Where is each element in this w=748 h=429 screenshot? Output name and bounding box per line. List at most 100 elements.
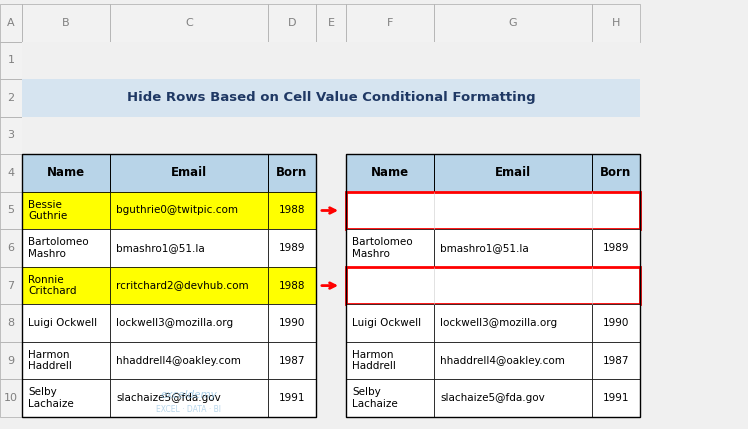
Bar [0,4,22,42]
Bar [268,267,316,304]
Text: Born: Born [601,166,631,179]
Text: EXCEL · DATA · BI: EXCEL · DATA · BI [156,405,221,414]
Bar [22,192,110,229]
Bar [346,304,434,342]
Text: Harmon
Haddrell: Harmon Haddrell [352,350,396,372]
Bar [22,154,110,192]
Bar [434,342,592,380]
Text: 1991: 1991 [603,393,629,403]
Bar [268,4,316,42]
Bar [0,42,22,79]
Bar [434,4,592,42]
Text: Email: Email [171,166,207,179]
Bar [592,154,640,192]
Bar [0,267,22,304]
Bar [346,192,640,229]
Bar [592,342,640,380]
Bar [22,117,110,154]
Bar [22,267,110,304]
Text: 1988: 1988 [279,281,305,290]
Bar [268,304,316,342]
Bar [0,229,22,267]
Text: 5: 5 [7,205,14,215]
Text: Harmon
Haddrell: Harmon Haddrell [28,350,72,372]
Bar [110,4,268,42]
Text: 1: 1 [7,55,14,65]
Bar [434,380,592,417]
Bar [22,4,110,42]
Text: D: D [288,18,296,28]
Text: C: C [185,18,193,28]
Bar [22,79,640,117]
Text: Bartolomeo
Mashro: Bartolomeo Mashro [28,237,88,259]
Text: H: H [612,18,620,28]
Bar [0,380,22,417]
Bar [268,380,316,417]
Text: Name: Name [47,166,85,179]
Bar [346,267,640,304]
Text: 8: 8 [7,318,14,328]
Text: A: A [7,18,15,28]
Text: rcritchard2@devhub.com: rcritchard2@devhub.com [116,281,248,290]
Text: lockwell3@mozilla.org: lockwell3@mozilla.org [116,318,233,328]
Bar [346,42,434,79]
Text: 1989: 1989 [279,243,305,253]
Bar [110,192,268,229]
Text: Selby
Lachaize: Selby Lachaize [28,387,74,409]
Bar [592,304,640,342]
Text: Hide Rows Based on Cell Value Conditional Formatting: Hide Rows Based on Cell Value Conditiona… [126,91,536,104]
Text: exceldemy: exceldemy [161,390,218,400]
Text: bmashro1@51.la: bmashro1@51.la [440,243,529,253]
Text: 6: 6 [7,243,14,253]
Bar [268,192,316,229]
Text: 1987: 1987 [279,356,305,366]
Bar [110,267,268,304]
Text: 1990: 1990 [279,318,305,328]
Text: G: G [509,18,518,28]
Text: E: E [328,18,334,28]
Text: slachaize5@fda.gov: slachaize5@fda.gov [116,393,221,403]
Bar [0,192,22,229]
Bar [434,42,592,79]
Text: 1987: 1987 [603,356,629,366]
Bar [110,342,268,380]
Bar [592,42,640,79]
Bar [268,154,316,192]
Text: bmashro1@51.la: bmashro1@51.la [116,243,205,253]
Text: bguthrie0@twitpic.com: bguthrie0@twitpic.com [116,205,238,215]
Text: 3: 3 [7,130,14,140]
Text: Bessie
Guthrie: Bessie Guthrie [28,200,67,221]
Bar [22,304,110,342]
Bar [346,229,434,267]
Bar [434,154,592,192]
Bar [0,117,22,154]
Text: 1989: 1989 [603,243,629,253]
Text: 10: 10 [4,393,18,403]
Bar [268,229,316,267]
Text: Bartolomeo
Mashro: Bartolomeo Mashro [352,237,413,259]
Bar [346,154,640,417]
Bar [22,342,110,380]
Text: Born: Born [276,166,307,179]
Text: hhaddrell4@oakley.com: hhaddrell4@oakley.com [440,356,565,366]
Bar [22,229,110,267]
Text: F: F [387,18,393,28]
Bar [592,229,640,267]
Bar [434,117,592,154]
Text: 9: 9 [7,356,14,366]
Text: Selby
Lachaize: Selby Lachaize [352,387,398,409]
Text: Name: Name [371,166,409,179]
Text: 2: 2 [7,93,14,103]
Text: 7: 7 [7,281,14,290]
Text: 1990: 1990 [603,318,629,328]
Bar [592,4,640,42]
Bar [316,42,346,79]
Bar [22,154,316,417]
Bar [434,304,592,342]
Bar [22,380,110,417]
Text: Luigi Ockwell: Luigi Ockwell [28,318,97,328]
Bar [110,304,268,342]
Bar [346,117,434,154]
Bar [110,229,268,267]
Text: B: B [62,18,70,28]
